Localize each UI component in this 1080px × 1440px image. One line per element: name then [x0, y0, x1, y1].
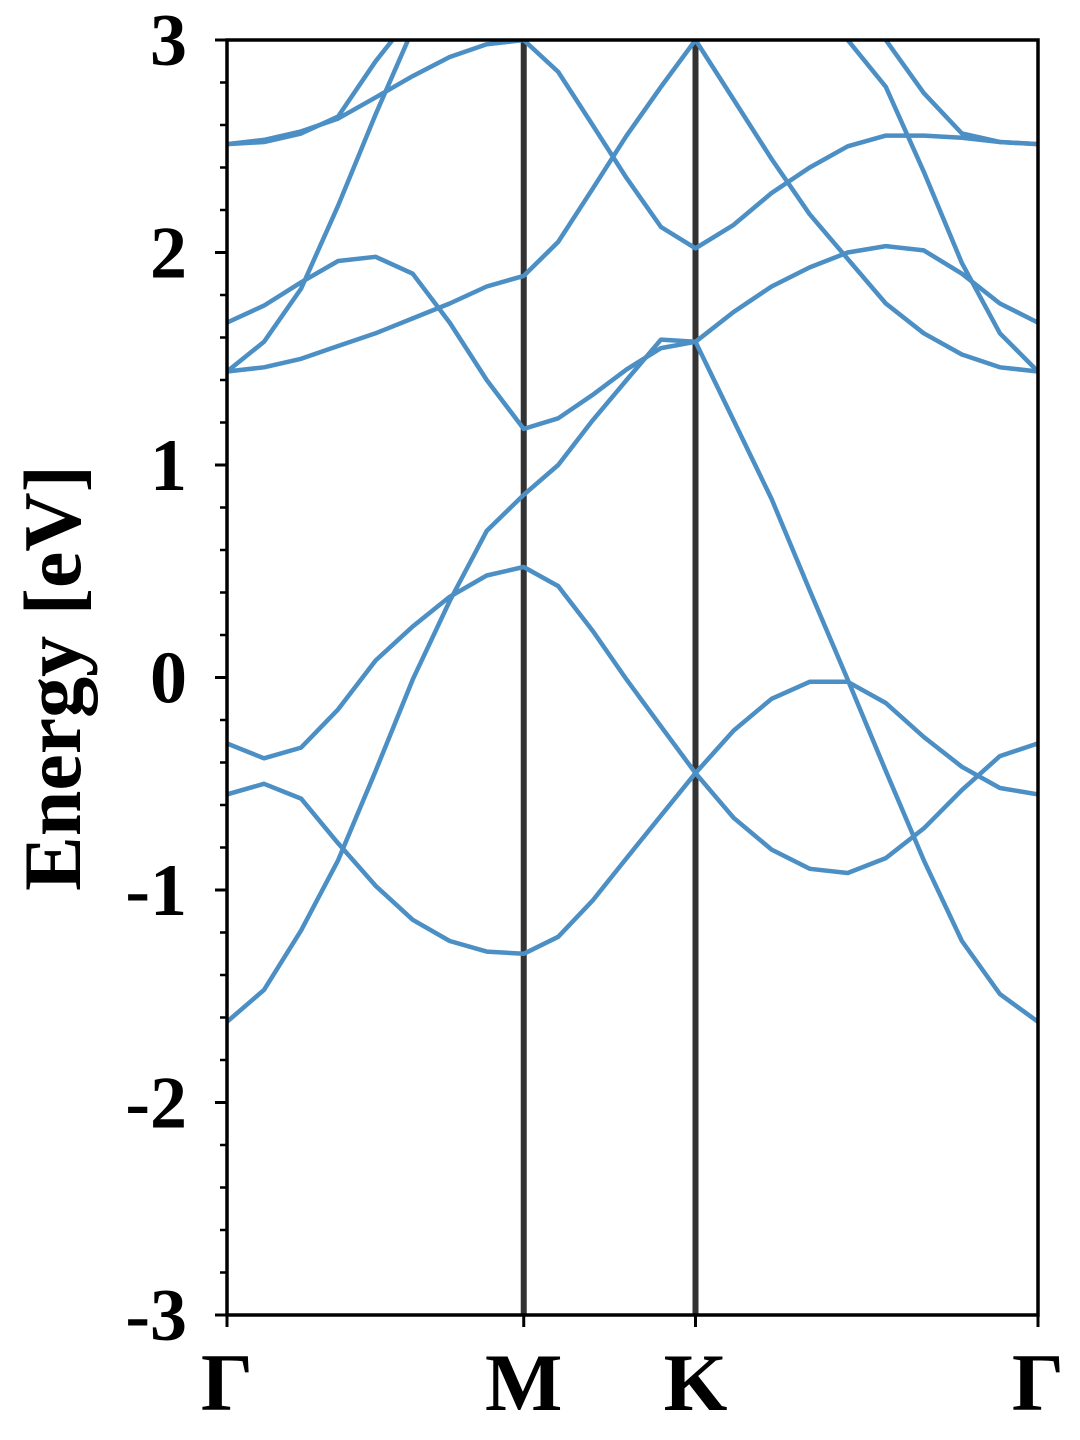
y-tick-label: 0: [150, 638, 187, 720]
band-line: [227, 337, 1038, 1025]
band-line: [227, 40, 1038, 147]
x-tick-label: K: [664, 1337, 728, 1428]
band-line: [227, 243, 1038, 432]
y-tick-label: -3: [125, 1275, 187, 1357]
y-tick-label: 2: [150, 213, 187, 295]
x-tick-label: Γ: [201, 1337, 253, 1428]
y-tick-label: -2: [125, 1063, 187, 1145]
band-line: [227, 40, 1038, 251]
x-tick-label: M: [485, 1337, 562, 1428]
plot-frame: [225, 38, 1040, 1317]
bands: [227, 40, 1038, 1025]
x-tick-label: Γ: [1012, 1337, 1064, 1428]
y-axis-label: Energy [eV]: [7, 465, 98, 891]
y-tick-label: 1: [150, 425, 187, 507]
band-line: [227, 679, 1038, 957]
band-line: [227, 40, 1038, 374]
band-line: [227, 564, 1038, 876]
band-line: [227, 40, 1038, 374]
y-tick-label: -1: [125, 850, 187, 932]
y-tick-label: 3: [150, 0, 187, 82]
